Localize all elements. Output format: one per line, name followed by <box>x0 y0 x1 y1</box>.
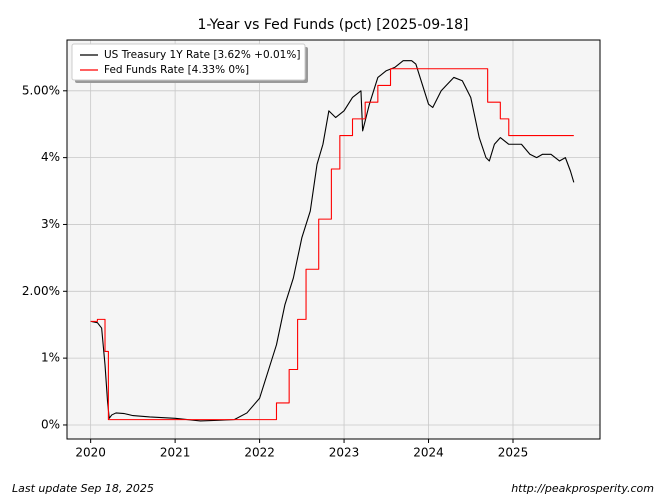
y-tick-label: 4% <box>41 150 60 164</box>
y-tick-label: 0% <box>41 417 60 431</box>
x-tick-label: 2023 <box>329 446 360 460</box>
plot-frame <box>66 39 601 440</box>
line <box>90 60 575 422</box>
x-tick-label: 2025 <box>498 446 529 460</box>
x-tick-label: 2024 <box>413 446 444 460</box>
x-tick-label: 2022 <box>244 446 275 460</box>
y-tick-label: 1% <box>41 351 60 365</box>
legend-label: US Treasury 1Y Rate [3.62% +0.01%] <box>104 49 300 61</box>
legend-label: Fed Funds Rate [4.33% 0%] <box>104 64 249 76</box>
footer-left: Last update Sep 18, 2025 <box>12 482 154 495</box>
x-tick-label: 2021 <box>160 446 191 460</box>
plot-area <box>67 40 600 439</box>
x-tick-label: 2020 <box>75 446 106 460</box>
y-tick-label: 2.00% <box>22 284 60 298</box>
line <box>90 68 574 421</box>
chart-title: 1-Year vs Fed Funds (pct) [2025-09-18] <box>197 17 468 33</box>
legend-box <box>71 43 306 81</box>
y-tick-label: 3% <box>41 217 60 231</box>
footer-right: http://peakprosperity.com <box>511 482 654 495</box>
y-tick-label: 5.00% <box>22 83 60 97</box>
